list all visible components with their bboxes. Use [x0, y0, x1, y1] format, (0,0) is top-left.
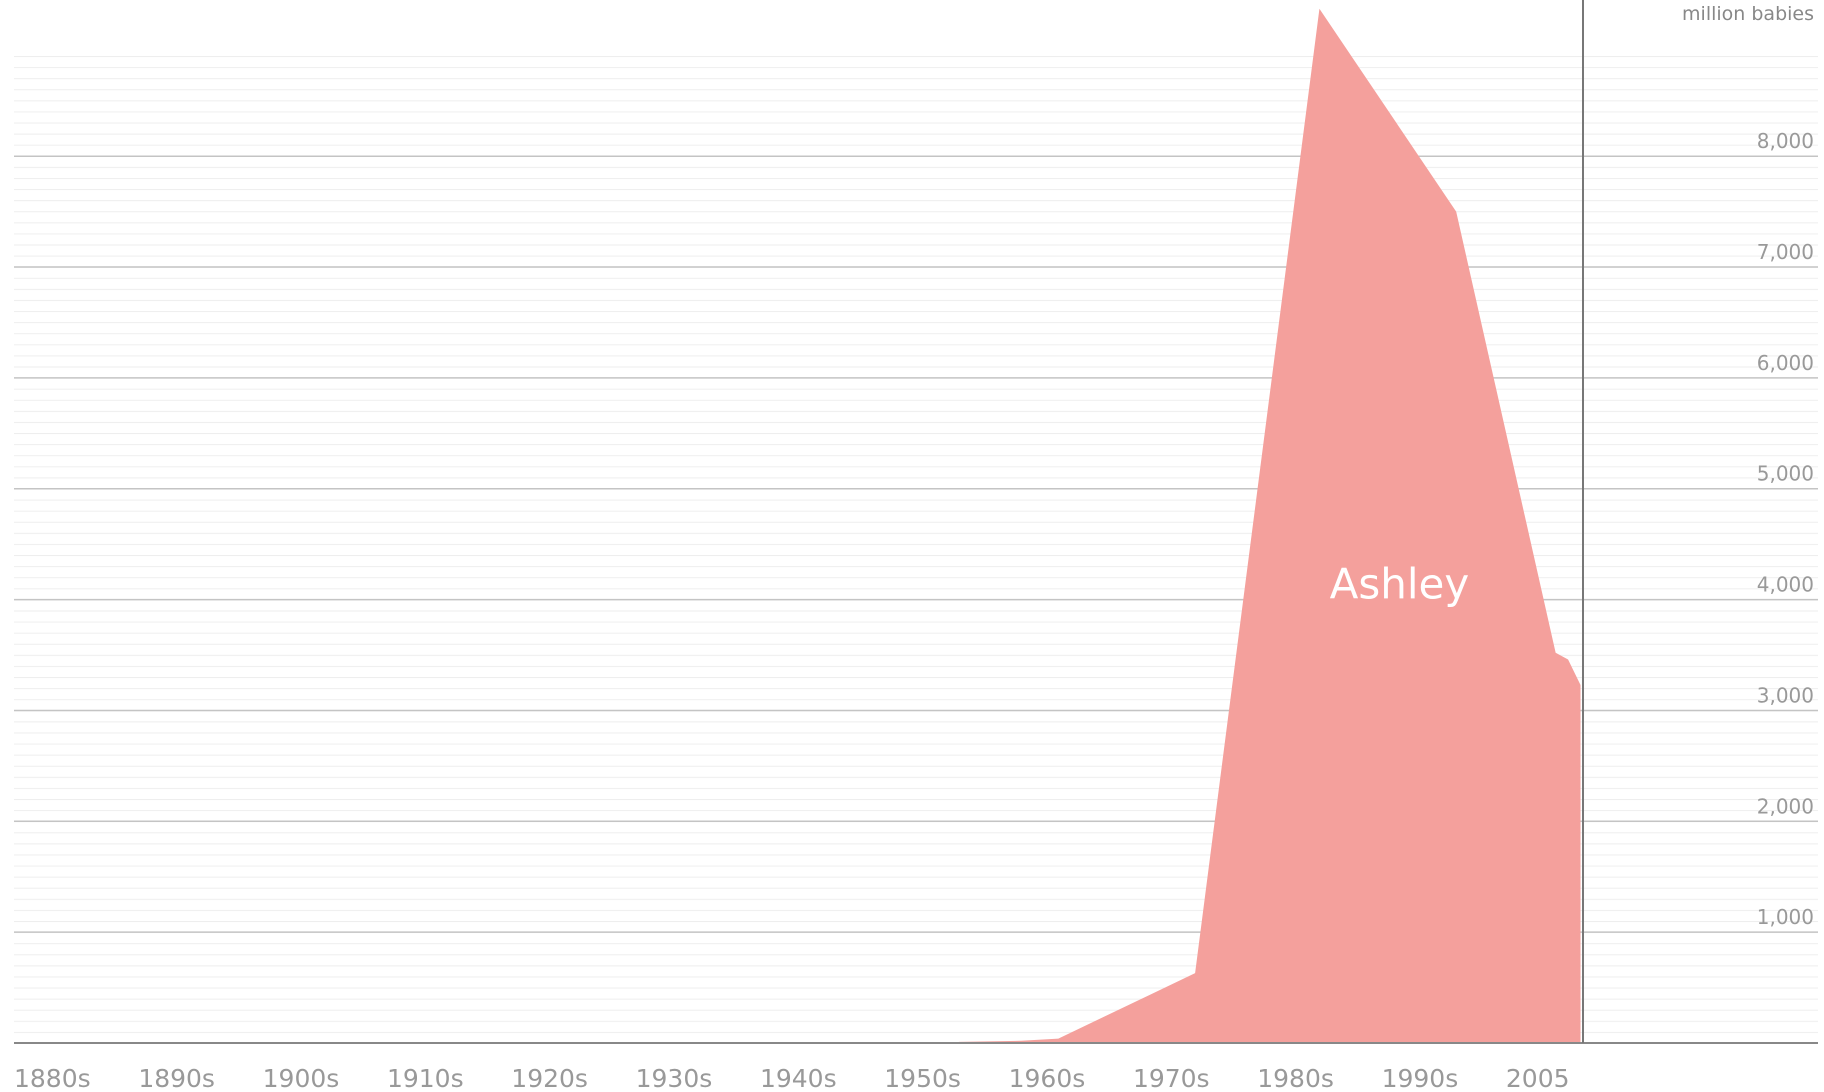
x-tick-label: 2005 [1506, 1064, 1570, 1092]
y-tick-label: 1,000 [1757, 905, 1814, 929]
y-tick-label: 6,000 [1757, 351, 1814, 375]
x-tick-label: 1960s [1009, 1064, 1086, 1092]
y-tick-label: 2,000 [1757, 794, 1814, 818]
x-tick-label: 1910s [387, 1064, 464, 1092]
y-tick-label: 4,000 [1757, 573, 1814, 597]
series-label: Ashley [1330, 559, 1470, 608]
x-tick-label: 1970s [1133, 1064, 1210, 1092]
x-tick-label: 1950s [884, 1064, 961, 1092]
x-tick-label: 1880s [14, 1064, 91, 1092]
area [958, 8, 1581, 1044]
x-tick-label: 1930s [636, 1064, 713, 1092]
x-tick-label: 1920s [511, 1064, 588, 1092]
y-tick-label: 3,000 [1757, 683, 1814, 707]
y-axis-label: million babies [1682, 3, 1814, 25]
x-tick-label: 1900s [263, 1064, 340, 1092]
x-tick-label: 1890s [138, 1064, 215, 1092]
y-tick-label: 7,000 [1757, 240, 1814, 264]
x-tick-label: 1990s [1382, 1064, 1459, 1092]
y-tick-label: 8,000 [1757, 129, 1814, 153]
x-tick-label: 1980s [1257, 1064, 1334, 1092]
x-tick-label: 1940s [760, 1064, 837, 1092]
y-tick-label: 5,000 [1757, 462, 1814, 486]
